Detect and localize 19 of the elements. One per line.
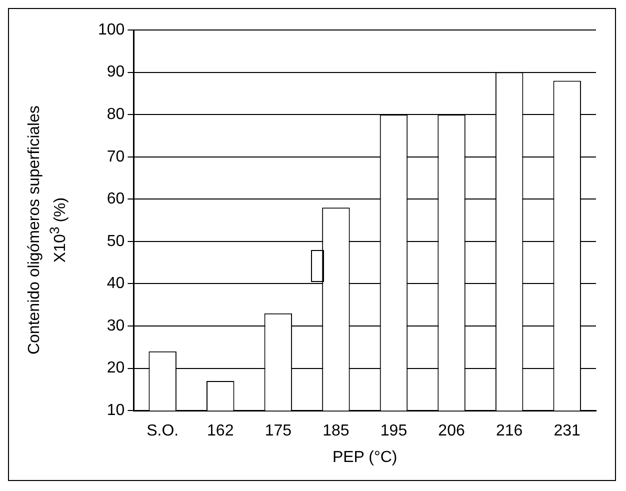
y-tick-label: 80 [106, 106, 125, 123]
y-tick-label: 30 [106, 317, 125, 334]
y-tick-label: 50 [106, 232, 125, 250]
y-tick-label: 10 [106, 402, 125, 420]
x-tick-label: 216 [496, 422, 523, 440]
x-tick-label: 231 [554, 422, 581, 440]
x-tick-label: S.O. [146, 422, 179, 440]
x-tick-label: 162 [207, 422, 234, 440]
y-tick-label: 100 [98, 21, 125, 38]
y-tick-label: 20 [106, 360, 125, 377]
x-axis-title: PEP (°C) [332, 448, 398, 466]
x-tick-label: 185 [322, 422, 350, 440]
y-tick-label: 70 [106, 148, 125, 166]
x-tick-label: 175 [264, 422, 292, 440]
x-tick-label: 195 [380, 422, 408, 440]
x-tick-label: 206 [438, 422, 465, 440]
y-tick-label: 90 [106, 64, 125, 81]
y-tick-label: 60 [106, 190, 125, 208]
y-tick-label: 40 [106, 275, 125, 292]
